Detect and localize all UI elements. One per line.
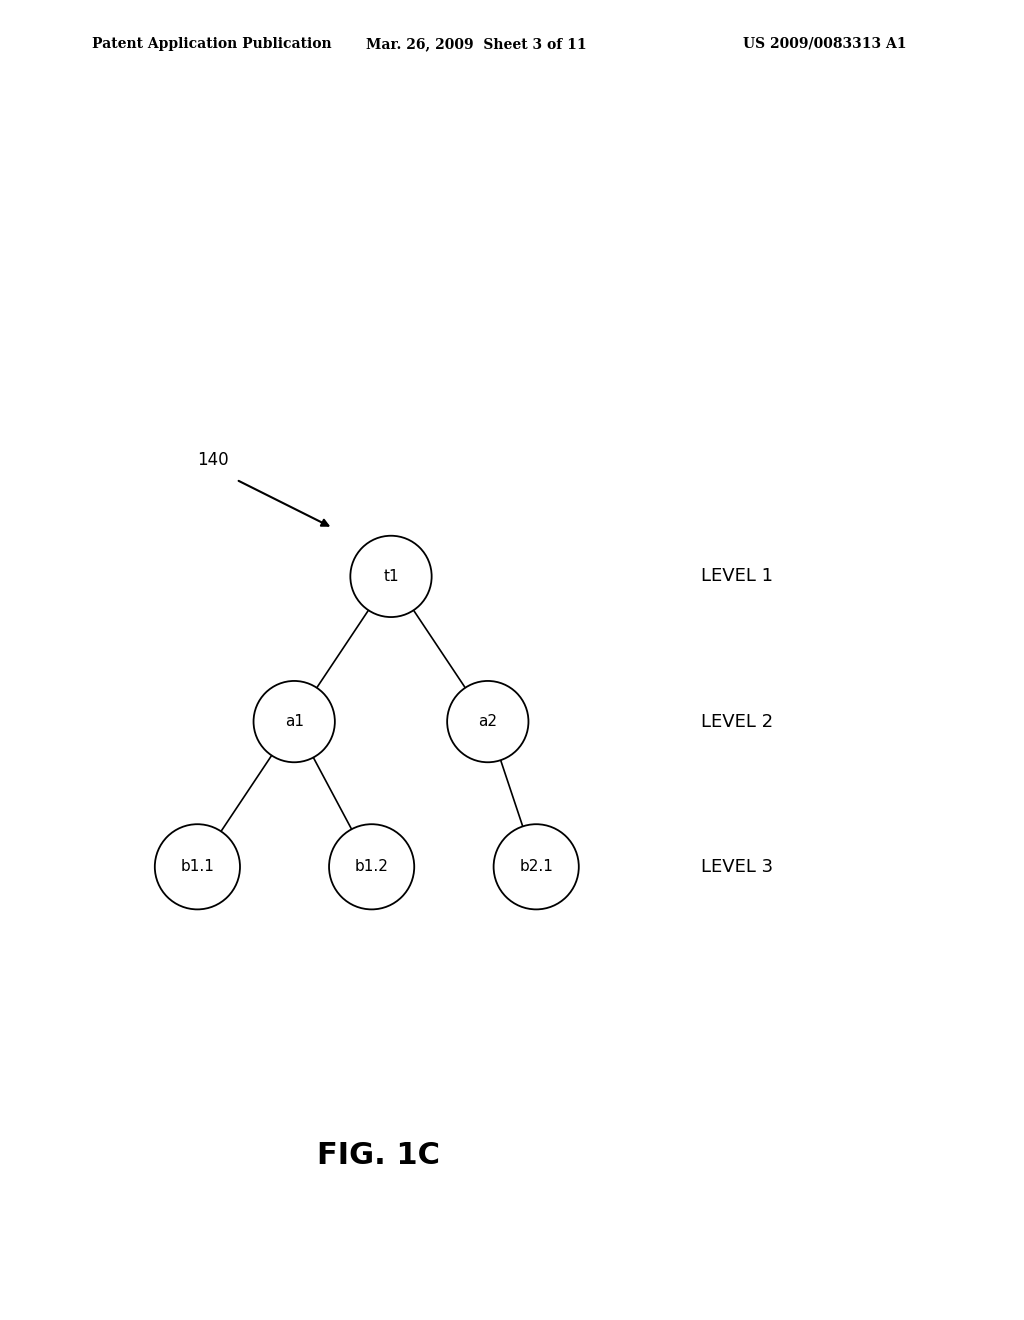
Text: b1.1: b1.1 bbox=[180, 859, 214, 874]
Circle shape bbox=[329, 824, 415, 909]
Text: 140: 140 bbox=[198, 451, 229, 469]
Circle shape bbox=[350, 536, 432, 616]
Text: LEVEL 1: LEVEL 1 bbox=[700, 568, 773, 585]
Circle shape bbox=[447, 681, 528, 762]
Circle shape bbox=[494, 824, 579, 909]
Text: US 2009/0083313 A1: US 2009/0083313 A1 bbox=[742, 37, 906, 51]
Text: LEVEL 2: LEVEL 2 bbox=[700, 713, 773, 730]
Circle shape bbox=[155, 824, 240, 909]
Text: b1.2: b1.2 bbox=[354, 859, 388, 874]
Text: Mar. 26, 2009  Sheet 3 of 11: Mar. 26, 2009 Sheet 3 of 11 bbox=[366, 37, 587, 51]
Text: LEVEL 3: LEVEL 3 bbox=[700, 858, 773, 875]
Text: a2: a2 bbox=[478, 714, 498, 729]
Circle shape bbox=[254, 681, 335, 762]
Text: FIG. 1C: FIG. 1C bbox=[317, 1140, 440, 1170]
Text: a1: a1 bbox=[285, 714, 304, 729]
Text: b2.1: b2.1 bbox=[519, 859, 553, 874]
Text: t1: t1 bbox=[383, 569, 398, 583]
Text: Patent Application Publication: Patent Application Publication bbox=[92, 37, 332, 51]
